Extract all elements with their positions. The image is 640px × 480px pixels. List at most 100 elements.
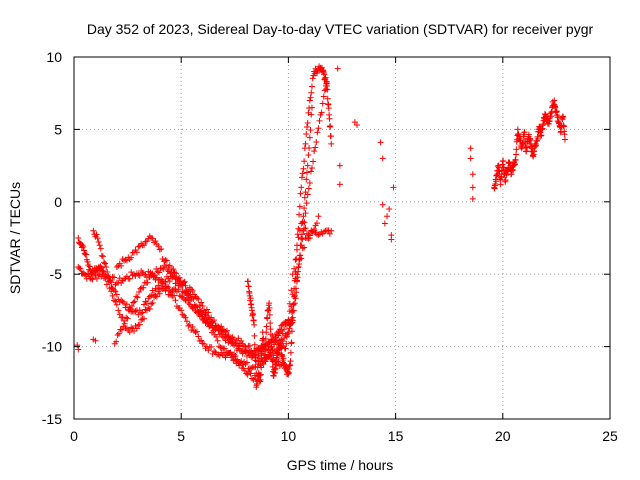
data-point <box>193 303 200 310</box>
data-point <box>201 341 208 348</box>
y-tick-label: 5 <box>54 121 62 137</box>
data-point <box>300 165 307 172</box>
data-point <box>299 170 306 177</box>
data-point <box>309 228 316 235</box>
data-point <box>195 333 202 340</box>
data-point <box>286 300 293 307</box>
data-point <box>210 327 217 334</box>
data-point <box>301 145 308 152</box>
data-point <box>289 291 296 298</box>
data-point <box>252 354 259 361</box>
data-point <box>188 326 195 333</box>
data-point <box>307 127 314 134</box>
data-point <box>262 342 269 349</box>
data-point <box>236 342 243 349</box>
data-point <box>185 322 192 329</box>
data-point <box>81 250 88 257</box>
data-point <box>248 375 255 382</box>
data-point <box>524 144 531 151</box>
data-point <box>111 286 118 293</box>
data-point <box>326 115 333 122</box>
data-point <box>324 95 331 102</box>
data-point <box>111 297 118 304</box>
data-point <box>305 109 312 116</box>
data-point <box>221 345 228 352</box>
data-point <box>141 315 148 322</box>
data-point <box>325 105 332 112</box>
data-point <box>86 263 93 270</box>
data-point <box>143 307 150 314</box>
data-point <box>296 211 303 218</box>
data-point <box>304 162 311 169</box>
data-point <box>267 326 274 333</box>
data-point <box>467 145 474 152</box>
data-point <box>497 181 504 188</box>
data-point <box>225 333 232 340</box>
data-point <box>521 129 528 136</box>
data-point <box>267 320 274 327</box>
data-point <box>313 220 320 227</box>
data-point <box>113 338 120 345</box>
data-point <box>270 373 277 380</box>
data-point <box>235 343 242 350</box>
data-point <box>264 315 271 322</box>
data-point <box>156 290 163 297</box>
data-point <box>300 227 307 234</box>
data-point <box>390 184 397 191</box>
data-point <box>291 265 298 272</box>
data-point <box>75 235 82 241</box>
data-point <box>291 293 298 300</box>
data-point <box>166 291 173 298</box>
data-point <box>306 232 313 239</box>
data-point <box>217 344 224 351</box>
data-point <box>263 323 270 330</box>
data-point <box>135 311 142 318</box>
data-point <box>296 227 303 234</box>
data-point <box>296 203 303 210</box>
data-point <box>209 318 216 325</box>
data-point <box>136 288 143 295</box>
data-point <box>284 330 291 337</box>
data-point <box>310 158 317 165</box>
data-point <box>130 299 137 306</box>
data-point <box>502 177 509 184</box>
y-tick-label: 0 <box>54 194 62 210</box>
data-point <box>218 330 225 337</box>
data-point <box>260 361 267 368</box>
data-point <box>294 231 301 238</box>
data-point <box>101 259 108 266</box>
data-point <box>193 328 200 335</box>
data-point <box>287 349 294 356</box>
x-tick-label: 5 <box>177 428 185 444</box>
data-point <box>150 273 157 280</box>
data-point <box>81 271 88 278</box>
data-point <box>245 283 252 290</box>
data-point <box>303 200 310 207</box>
data-point <box>163 257 170 264</box>
data-point <box>498 173 505 180</box>
data-point <box>77 265 84 272</box>
data-point <box>133 325 140 332</box>
data-point <box>237 360 244 367</box>
data-point <box>120 323 127 330</box>
data-point <box>128 254 135 261</box>
data-point <box>308 164 315 171</box>
data-point <box>275 328 282 335</box>
data-point <box>103 263 110 270</box>
data-point <box>85 262 92 269</box>
data-point <box>214 337 221 344</box>
data-point <box>270 352 277 359</box>
data-point <box>293 256 300 263</box>
data-point <box>140 284 147 291</box>
data-point <box>89 276 96 283</box>
data-point <box>299 236 306 243</box>
y-tick-label: -15 <box>42 411 62 427</box>
data-point <box>246 369 253 376</box>
data-point <box>207 322 214 329</box>
data-point <box>384 213 391 220</box>
data-point <box>334 65 341 72</box>
data-point <box>293 242 300 249</box>
data-point <box>156 276 163 283</box>
data-point <box>101 271 108 278</box>
